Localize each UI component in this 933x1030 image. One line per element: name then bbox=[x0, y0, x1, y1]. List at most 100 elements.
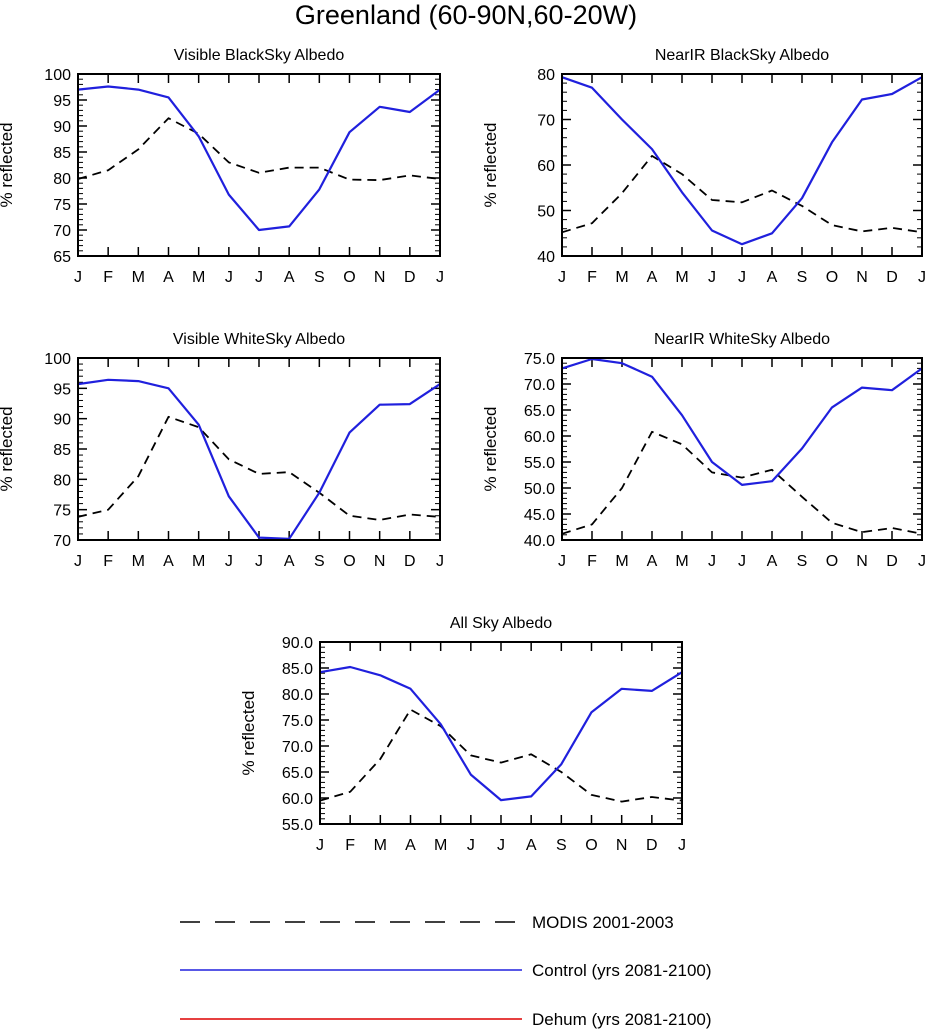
x-tick-label: F bbox=[345, 837, 355, 854]
x-tick-label: M bbox=[192, 553, 205, 570]
x-tick-label: A bbox=[163, 553, 174, 570]
y-tick-label: 100 bbox=[44, 67, 71, 84]
legend-label: Control (yrs 2081-2100) bbox=[532, 961, 712, 980]
x-tick-label: N bbox=[616, 837, 628, 854]
control-line bbox=[77, 378, 441, 540]
x-tick-label: M bbox=[132, 269, 145, 286]
x-tick-label: J bbox=[436, 269, 444, 286]
plot-frame bbox=[77, 357, 441, 541]
y-tick-label: 90 bbox=[53, 119, 71, 136]
y-tick-label: 70.0 bbox=[282, 739, 313, 756]
y-tick-label: 60.0 bbox=[524, 429, 555, 446]
x-tick-label: D bbox=[404, 553, 416, 570]
y-tick-label: 60.0 bbox=[282, 791, 313, 808]
x-tick-label: J bbox=[708, 269, 716, 286]
y-tick-label: 65.0 bbox=[282, 765, 313, 782]
panel-title: All Sky Albedo bbox=[450, 615, 552, 632]
y-tick-label: 50 bbox=[537, 204, 555, 221]
y-tick-label: 65.0 bbox=[524, 403, 555, 420]
x-tick-label: A bbox=[767, 269, 778, 286]
y-tick-label: 75.0 bbox=[282, 713, 313, 730]
x-tick-label: J bbox=[225, 269, 233, 286]
figure-title: Greenland (60-90N,60-20W) bbox=[295, 0, 637, 30]
x-tick-label: M bbox=[615, 269, 628, 286]
x-tick-label: S bbox=[314, 269, 325, 286]
panel-title: Visible WhiteSky Albedo bbox=[173, 331, 345, 348]
control-line bbox=[561, 357, 923, 486]
x-tick-label: N bbox=[856, 269, 868, 286]
chart-panel-3: Visible WhiteSky Albedo % reflected 70 75 80… bbox=[0, 331, 444, 570]
x-tick-label: J bbox=[255, 553, 263, 570]
y-tick-label: 70 bbox=[53, 533, 71, 550]
y-tick-label: 80.0 bbox=[282, 687, 313, 704]
y-tick-label: 40 bbox=[537, 249, 555, 266]
y-tick-label: 90.0 bbox=[282, 635, 313, 652]
x-tick-label: J bbox=[316, 837, 324, 854]
x-tick-label: J bbox=[497, 837, 505, 854]
y-tick-label: 70.0 bbox=[524, 377, 555, 394]
modis-line bbox=[319, 708, 683, 803]
x-tick-label: J bbox=[918, 269, 926, 286]
modis-line bbox=[77, 117, 441, 182]
x-tick-label: F bbox=[103, 553, 113, 570]
y-tick-label: 70 bbox=[537, 113, 555, 130]
y-tick-label: 70 bbox=[53, 223, 71, 240]
x-tick-label: D bbox=[646, 837, 658, 854]
panel-title: NearIR BlackSky Albedo bbox=[655, 47, 829, 64]
y-tick-label: 80 bbox=[53, 171, 71, 188]
x-tick-label: O bbox=[343, 269, 355, 286]
y-tick-label: 85.0 bbox=[282, 661, 313, 678]
x-tick-label: J bbox=[558, 269, 566, 286]
plot-frame bbox=[561, 73, 923, 257]
x-tick-label: F bbox=[103, 269, 113, 286]
control-line bbox=[77, 85, 441, 232]
x-tick-label: M bbox=[675, 269, 688, 286]
x-tick-label: D bbox=[886, 553, 898, 570]
x-tick-label: F bbox=[587, 269, 597, 286]
y-tick-label: 75.0 bbox=[524, 351, 555, 368]
x-tick-label: M bbox=[615, 553, 628, 570]
x-tick-label: J bbox=[678, 837, 686, 854]
x-tick-label: A bbox=[284, 269, 295, 286]
legend-label: MODIS 2001-2003 bbox=[532, 913, 674, 932]
y-tick-label: 65 bbox=[53, 249, 71, 266]
legend-label: Dehum (yrs 2081-2100) bbox=[532, 1010, 712, 1029]
modis-line bbox=[77, 415, 441, 521]
y-tick-label: 90 bbox=[53, 412, 71, 429]
panel-title: NearIR WhiteSky Albedo bbox=[654, 331, 830, 348]
x-tick-label: J bbox=[467, 837, 475, 854]
y-tick-label: 50.0 bbox=[524, 481, 555, 498]
y-axis-label: % reflected bbox=[0, 122, 16, 207]
x-tick-label: M bbox=[434, 837, 447, 854]
y-tick-label: 80 bbox=[537, 67, 555, 84]
y-tick-label: 85 bbox=[53, 442, 71, 459]
y-tick-label: 40.0 bbox=[524, 533, 555, 550]
x-tick-label: J bbox=[708, 553, 716, 570]
x-tick-label: A bbox=[647, 553, 658, 570]
legend: MODIS 2001-2003 Control (yrs 2081-2100) De… bbox=[180, 913, 712, 1029]
y-tick-label: 80 bbox=[53, 472, 71, 489]
legend-item: Control (yrs 2081-2100) bbox=[180, 961, 712, 980]
modis-line bbox=[561, 430, 923, 535]
x-tick-label: D bbox=[886, 269, 898, 286]
y-axis-label: % reflected bbox=[239, 690, 258, 775]
plot-frame bbox=[561, 357, 923, 541]
y-tick-label: 55.0 bbox=[524, 455, 555, 472]
x-tick-label: J bbox=[918, 553, 926, 570]
x-tick-label: A bbox=[405, 837, 416, 854]
chart-panel-4: NearIR WhiteSky Albedo % reflected 40.0 45.… bbox=[481, 331, 926, 570]
x-tick-label: S bbox=[314, 553, 325, 570]
chart-panel-5: All Sky Albedo % reflected 55.0 60.0 65.0 70.… bbox=[239, 615, 686, 854]
y-tick-label: 75 bbox=[53, 197, 71, 214]
x-tick-label: S bbox=[556, 837, 567, 854]
x-tick-label: M bbox=[675, 553, 688, 570]
plot-frame bbox=[319, 641, 683, 825]
x-tick-label: J bbox=[738, 269, 746, 286]
y-axis-label: % reflected bbox=[0, 406, 16, 491]
x-tick-label: O bbox=[826, 269, 838, 286]
x-tick-label: N bbox=[374, 553, 386, 570]
x-tick-label: S bbox=[797, 553, 808, 570]
y-tick-label: 95 bbox=[53, 381, 71, 398]
modis-line bbox=[561, 154, 923, 234]
